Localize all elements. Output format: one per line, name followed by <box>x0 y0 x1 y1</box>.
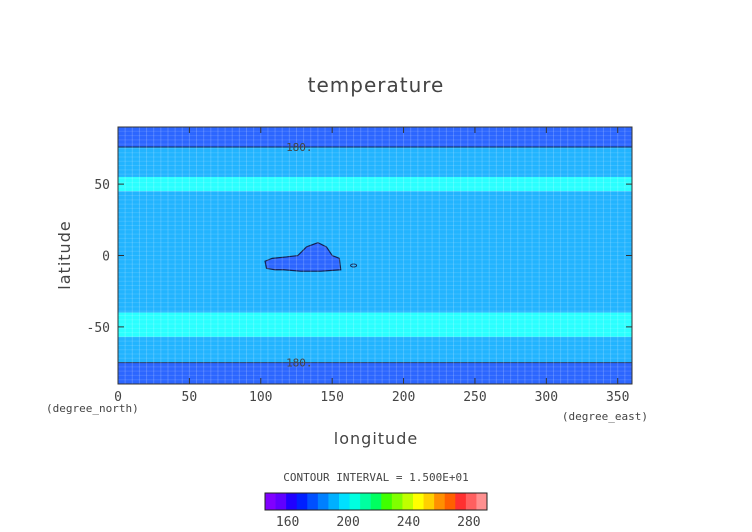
x-tick-label: 350 <box>606 390 629 405</box>
colorbar-swatch <box>476 493 488 510</box>
x-tick-label: 0 <box>114 390 122 405</box>
colorbar-tick-label: 160 <box>276 515 299 530</box>
colorbar-swatch <box>360 493 372 510</box>
colorbar-swatch <box>339 493 351 510</box>
colorbar-swatch <box>413 493 425 510</box>
band-5 <box>118 336 632 363</box>
x-tick-label: 150 <box>320 390 343 405</box>
low-temperature-region <box>264 241 342 272</box>
colorbar-swatch <box>402 493 414 510</box>
colorbar-tick-label: 280 <box>457 515 480 530</box>
colorbar: 160 200 240 280 <box>264 492 488 530</box>
contour-label-0: 180. <box>286 141 313 154</box>
colorbar-swatch <box>444 493 456 510</box>
y-axis-label: latitude <box>55 220 74 289</box>
colorbar-swatch <box>265 493 277 510</box>
plot-area: 180. 180. 0 50 100 150 200 250 300 350 -50 0 50 <box>87 126 633 405</box>
colorbar-swatch <box>328 493 340 510</box>
colorbar-swatch <box>307 493 319 510</box>
colorbar-frame <box>264 492 488 511</box>
colorbar-swatch <box>381 493 393 510</box>
y-tick-label: 50 <box>94 178 110 193</box>
contour-interval-label: CONTOUR INTERVAL = 1.500E+01 <box>283 471 468 484</box>
colorbar-swatch <box>349 493 361 510</box>
y-unit-label: (degree_north) <box>46 402 139 415</box>
contour-label-1: 180. <box>286 357 313 370</box>
colorbar-swatch <box>434 493 446 510</box>
colorbar-swatch <box>370 493 382 510</box>
colorbar-swatch <box>317 493 329 510</box>
band-2 <box>118 176 632 192</box>
x-unit-label: (degree_east) <box>562 410 648 423</box>
band-4 <box>118 312 632 337</box>
x-tick-label: 50 <box>182 390 198 405</box>
band-0 <box>118 127 632 147</box>
y-tick-label: 0 <box>102 250 110 265</box>
colorbar-swatch <box>296 493 308 510</box>
band-1 <box>118 146 632 177</box>
band-3 <box>118 191 632 313</box>
colorbar-swatch <box>391 493 403 510</box>
colorbar-tick-label: 240 <box>397 515 420 530</box>
colorbar-tick-label: 200 <box>336 515 359 530</box>
x-tick-label: 200 <box>392 390 415 405</box>
small-contour <box>350 263 358 268</box>
plot-fill-group: 180. 180. <box>118 127 632 384</box>
x-axis-label: longitude <box>334 429 418 448</box>
y-tick-label: -50 <box>87 321 110 336</box>
colorbar-swatch <box>455 493 467 510</box>
colorbar-swatch <box>275 493 287 510</box>
band-6 <box>118 362 632 384</box>
x-tick-label: 300 <box>535 390 558 405</box>
x-tick-label: 250 <box>463 390 486 405</box>
colorbar-swatch <box>423 493 435 510</box>
colorbar-swatch <box>286 493 298 510</box>
chart-title: temperature <box>308 73 445 97</box>
x-tick-label: 100 <box>249 390 272 405</box>
colorbar-swatch <box>465 493 477 510</box>
